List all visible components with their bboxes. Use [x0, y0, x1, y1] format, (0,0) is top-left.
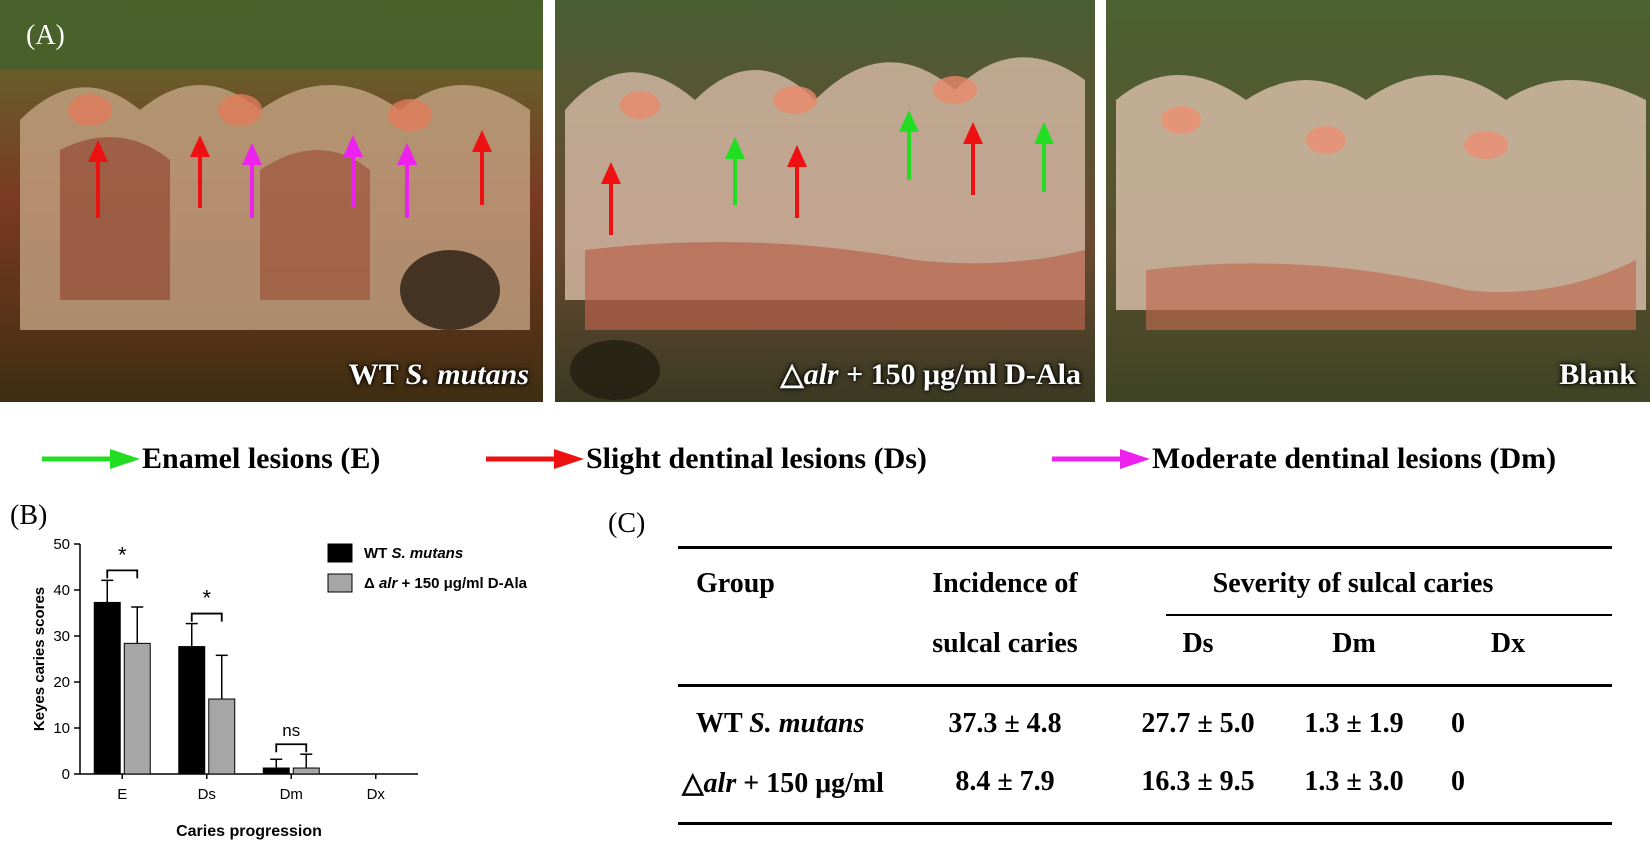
- panel-b-label: (B): [10, 500, 48, 531]
- table-header-rule: [678, 684, 1612, 687]
- x-tick-label: E: [117, 786, 127, 803]
- y-tick-label: 50: [53, 536, 70, 553]
- slight-dentinal-arrow: [963, 122, 983, 195]
- moderate-dentinal-arrow: [343, 135, 363, 208]
- cell-dm: 1.3 ± 3.0: [1304, 766, 1404, 797]
- significance-bracket: [106, 569, 139, 579]
- significance-label: ns: [282, 721, 300, 740]
- arrow-markers: [88, 130, 492, 218]
- severity-rule: [1166, 614, 1612, 616]
- legend-label: WT S. mutans: [364, 545, 463, 562]
- green-arrow-icon: [42, 449, 140, 469]
- slight-dentinal-arrow: [88, 140, 108, 218]
- y-tick-label: 0: [62, 766, 70, 783]
- photo-caption: WT S. mutans: [348, 358, 529, 391]
- legend-swatch: [327, 573, 353, 593]
- cell-incidence: 37.3 ± 4.8: [948, 708, 1062, 739]
- legend-swatch: [327, 543, 353, 563]
- moderate-dentinal-arrow: [242, 143, 262, 218]
- legend-label: Δ alr + 150 μg/ml D-Ala: [364, 575, 528, 592]
- photo-caption: Blank: [1559, 358, 1636, 391]
- legend-label: Enamel lesions (E): [142, 442, 381, 475]
- legend-slight-dentinal: Slight dentinal lesions (Ds): [486, 442, 927, 476]
- legend-moderate-dentinal: Moderate dentinal lesions (Dm): [1052, 442, 1556, 476]
- bar: [208, 698, 236, 775]
- y-tick-label: 30: [53, 628, 70, 645]
- cell-ds: 27.7 ± 5.0: [1141, 708, 1255, 739]
- bar: [262, 767, 290, 775]
- header-group: Group: [696, 568, 775, 599]
- cell-ds: 16.3 ± 9.5: [1141, 766, 1255, 797]
- photo-alr-d-ala: △alr + 150 μg/ml D-Ala: [555, 0, 1095, 402]
- arrow-markers: [601, 110, 1054, 235]
- photo-wt-s-mutans: WT S. mutans: [0, 0, 543, 402]
- cell-incidence: 8.4 ± 7.9: [955, 766, 1055, 797]
- magenta-arrow-icon: [1052, 449, 1150, 469]
- enamel-arrow: [899, 110, 919, 180]
- legend-label: Moderate dentinal lesions (Dm): [1152, 442, 1557, 475]
- panel-c-label: (C): [608, 508, 646, 539]
- cell-dx: 0: [1451, 766, 1465, 797]
- significance-label: *: [202, 586, 211, 611]
- bar: [93, 601, 121, 775]
- bar-chart: 0 10 20 30 40 50 E Ds Dm Dx * * ns Keyes caries score…: [31, 536, 528, 840]
- significance-bracket: [275, 743, 308, 753]
- x-tick-label: Dm: [280, 786, 303, 803]
- slight-dentinal-arrow: [472, 130, 492, 205]
- red-arrow-icon: [486, 449, 584, 469]
- x-axis-label: Caries progression: [176, 823, 322, 840]
- y-axis-label: Keyes caries scores: [31, 587, 48, 731]
- header-ds: Ds: [1182, 628, 1214, 659]
- significance-bracket: [190, 612, 223, 622]
- table-top-rule: [678, 546, 1612, 549]
- photo-blank: Blank: [1106, 0, 1650, 402]
- cell-group: WT S. mutans: [696, 708, 865, 739]
- x-tick-label: Dx: [367, 786, 386, 803]
- lesion-legend: Enamel lesions (E) Slight dentinal lesio…: [0, 442, 1650, 498]
- results-table: Group Incidence of sulcal caries Severit…: [678, 540, 1612, 830]
- enamel-arrow: [1034, 122, 1054, 192]
- header-incidence-line1: Incidence of: [932, 568, 1078, 599]
- significance-label: *: [118, 542, 127, 567]
- bar: [292, 767, 320, 775]
- y-tick-label: 10: [53, 720, 70, 737]
- x-tick-label: Ds: [198, 786, 216, 803]
- header-dx: Dx: [1490, 628, 1526, 659]
- photo-caption: △alr + 150 μg/ml D-Ala: [780, 358, 1081, 391]
- header-incidence-line2: sulcal caries: [932, 628, 1078, 659]
- header-severity: Severity of sulcal caries: [1212, 568, 1494, 599]
- bar: [123, 642, 151, 775]
- bar: [178, 646, 206, 775]
- slight-dentinal-arrow: [787, 145, 807, 218]
- table-bottom-rule: [678, 822, 1612, 825]
- y-tick-label: 20: [53, 674, 70, 691]
- slight-dentinal-arrow: [601, 162, 621, 235]
- legend-label: Slight dentinal lesions (Ds): [586, 442, 927, 475]
- legend-enamel: Enamel lesions (E): [42, 442, 380, 476]
- y-tick-label: 40: [53, 582, 70, 599]
- cell-dx: 0: [1451, 708, 1465, 739]
- cell-group: △alr + 150 μg/ml: [682, 768, 884, 799]
- panel-a-label: (A): [26, 20, 65, 51]
- cell-dm: 1.3 ± 1.9: [1304, 708, 1404, 739]
- moderate-dentinal-arrow: [397, 143, 417, 218]
- header-dm: Dm: [1332, 628, 1376, 659]
- enamel-arrow: [725, 137, 745, 205]
- slight-dentinal-arrow: [190, 135, 210, 208]
